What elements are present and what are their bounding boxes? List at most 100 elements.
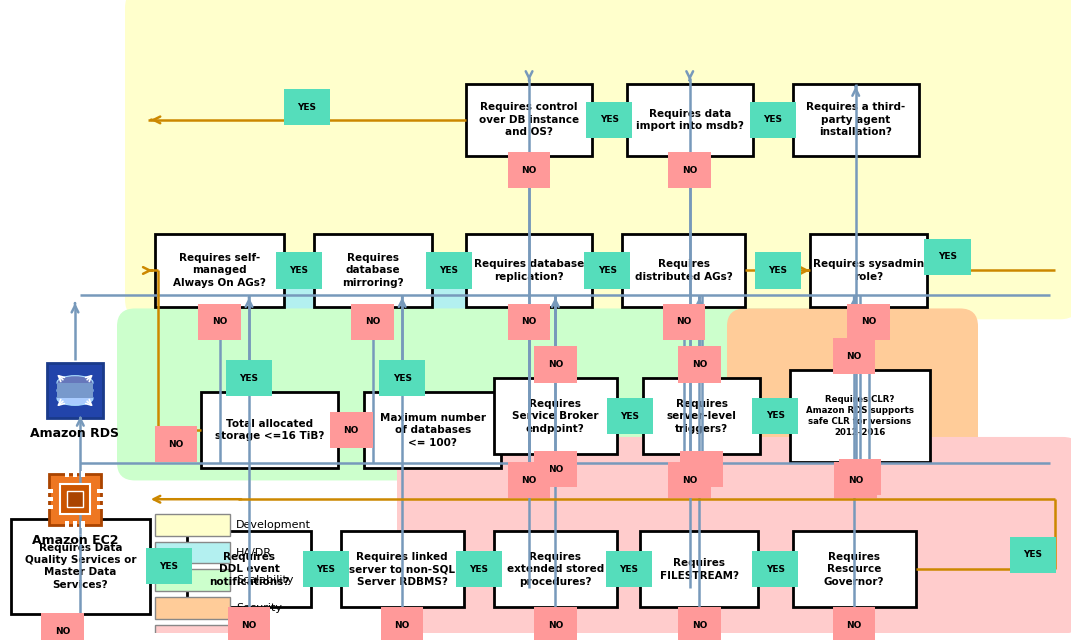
Text: Requires
extended stored
procedures?: Requires extended stored procedures?	[507, 552, 604, 587]
FancyBboxPatch shape	[810, 234, 927, 307]
Bar	[155, 625, 230, 640]
Text: Requires control
over DB instance
and OS?: Requires control over DB instance and OS…	[479, 102, 579, 138]
Text: Requires
server-level
triggers?: Requires server-level triggers?	[666, 399, 737, 434]
Text: NO: NO	[676, 317, 692, 326]
Bar	[97, 490, 104, 493]
Text: Requires self-
managed
Always On AGs?: Requires self- managed Always On AGs?	[174, 253, 266, 288]
Text: NO: NO	[692, 360, 707, 369]
Text: NO: NO	[547, 621, 563, 630]
Text: Requires sysadmin
role?: Requires sysadmin role?	[813, 259, 924, 282]
Text: NO: NO	[848, 476, 863, 485]
Text: YES: YES	[598, 266, 617, 275]
Text: Requires
database
mirroring?: Requires database mirroring?	[342, 253, 404, 288]
Text: Requires CLR?
Amazon RDS supports
safe CLR for versions
2012-2016: Requires CLR? Amazon RDS supports safe C…	[806, 395, 914, 437]
FancyBboxPatch shape	[622, 234, 745, 307]
FancyBboxPatch shape	[125, 0, 1071, 319]
Text: Requires a third-
party agent
installation?: Requires a third- party agent installati…	[806, 102, 905, 138]
FancyBboxPatch shape	[49, 474, 101, 525]
FancyBboxPatch shape	[201, 392, 338, 468]
Text: Maximum number
of databases
<= 100?: Maximum number of databases <= 100?	[380, 413, 485, 447]
Bar	[81, 521, 85, 528]
Bar	[73, 470, 77, 477]
FancyBboxPatch shape	[397, 437, 1071, 634]
Bar	[97, 505, 104, 509]
FancyBboxPatch shape	[494, 378, 617, 454]
FancyBboxPatch shape	[314, 234, 432, 307]
Text: NO: NO	[168, 440, 184, 449]
Bar	[46, 497, 52, 501]
Text: Requires
Service Broker
endpoint?: Requires Service Broker endpoint?	[512, 399, 599, 434]
FancyBboxPatch shape	[117, 308, 853, 481]
Text: NO: NO	[694, 465, 709, 474]
Text: Requires linked
server to non-SQL
Server RDBMS?: Requires linked server to non-SQL Server…	[349, 552, 455, 587]
Text: Requires
FILESTREAM?: Requires FILESTREAM?	[660, 558, 739, 580]
FancyBboxPatch shape	[643, 378, 760, 454]
Bar	[155, 514, 230, 536]
Bar	[46, 490, 52, 493]
Text: NO: NO	[682, 166, 697, 175]
FancyBboxPatch shape	[466, 234, 592, 307]
Bar	[65, 470, 69, 477]
Text: YES: YES	[764, 115, 782, 124]
Text: YES: YES	[160, 562, 178, 571]
Bar	[60, 484, 90, 514]
FancyBboxPatch shape	[793, 531, 916, 607]
Text: Amazon RDS: Amazon RDS	[30, 428, 120, 440]
Text: NO: NO	[846, 621, 862, 630]
Text: NO: NO	[682, 476, 697, 485]
Text: NO: NO	[212, 317, 227, 326]
Text: Other: Other	[236, 630, 268, 640]
Text: NO: NO	[547, 465, 563, 474]
Text: YES: YES	[768, 266, 787, 275]
FancyBboxPatch shape	[494, 531, 617, 607]
Bar	[155, 570, 230, 591]
FancyBboxPatch shape	[793, 83, 919, 156]
FancyBboxPatch shape	[187, 531, 311, 607]
FancyBboxPatch shape	[155, 234, 284, 307]
FancyBboxPatch shape	[727, 308, 978, 481]
Text: NO: NO	[846, 352, 862, 361]
Ellipse shape	[57, 376, 93, 390]
Bar	[81, 470, 85, 477]
Text: YES: YES	[240, 374, 258, 383]
Text: NO: NO	[522, 166, 537, 175]
Text: NO: NO	[692, 621, 707, 630]
Bar	[97, 497, 104, 501]
Text: Requires Data
Quality Services or
Master Data
Services?: Requires Data Quality Services or Master…	[25, 543, 136, 590]
Text: NO: NO	[344, 426, 359, 435]
FancyBboxPatch shape	[167, 274, 538, 443]
Text: YES: YES	[620, 412, 639, 421]
Text: YES: YES	[289, 266, 308, 275]
FancyBboxPatch shape	[627, 83, 753, 156]
Text: NO: NO	[522, 476, 537, 485]
Text: NO: NO	[522, 317, 537, 326]
Text: YES: YES	[619, 565, 638, 574]
Bar	[155, 541, 230, 563]
Text: YES: YES	[298, 102, 316, 111]
Ellipse shape	[57, 392, 93, 405]
FancyBboxPatch shape	[364, 392, 501, 468]
Bar	[46, 505, 52, 509]
Text: YES: YES	[316, 565, 335, 574]
FancyBboxPatch shape	[341, 531, 464, 607]
Bar	[73, 521, 77, 528]
Text: Requires
Resource
Governor?: Requires Resource Governor?	[824, 552, 885, 587]
Text: NO: NO	[365, 317, 380, 326]
FancyBboxPatch shape	[790, 370, 930, 462]
Text: Requires database
replication?: Requires database replication?	[474, 259, 584, 282]
Text: Total allocated
storage <=16 TiB?: Total allocated storage <=16 TiB?	[215, 419, 325, 442]
Text: Amazon EC2: Amazon EC2	[32, 534, 118, 547]
Text: HA/DR: HA/DR	[236, 548, 272, 557]
Text: Development: Development	[236, 520, 311, 530]
Text: YES: YES	[766, 412, 785, 420]
Text: YES: YES	[766, 565, 785, 574]
Text: NO: NO	[861, 317, 876, 326]
Text: NO: NO	[394, 621, 410, 630]
Text: YES: YES	[938, 252, 957, 261]
Text: NO: NO	[547, 360, 563, 369]
Text: Requires data
import into msdb?: Requires data import into msdb?	[636, 109, 743, 131]
Text: Requires
distributed AGs?: Requires distributed AGs?	[635, 259, 733, 282]
Text: Scalability: Scalability	[236, 575, 293, 586]
Text: YES: YES	[600, 115, 619, 124]
Bar	[57, 383, 93, 398]
